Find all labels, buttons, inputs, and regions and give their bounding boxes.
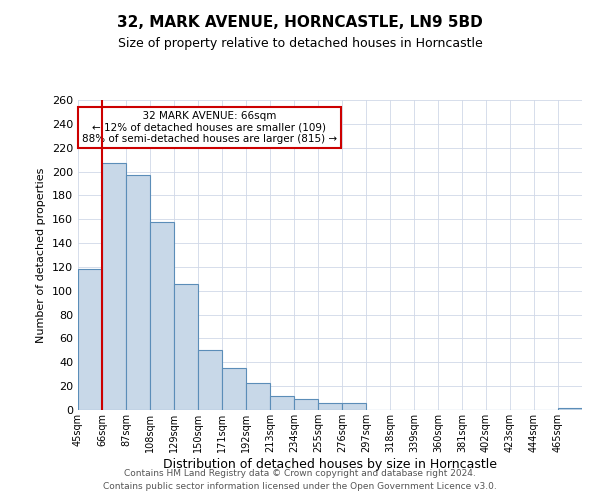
X-axis label: Distribution of detached houses by size in Horncastle: Distribution of detached houses by size … (163, 458, 497, 471)
Bar (126, 175, 150, 410)
Bar (318, 403, 342, 410)
Text: 32 MARK AVENUE: 66sqm  
← 12% of detached houses are smaller (109)
88% of semi-d: 32 MARK AVENUE: 66sqm ← 12% of detached … (82, 111, 337, 144)
Y-axis label: Number of detached properties: Number of detached properties (37, 168, 46, 342)
Bar (198, 350, 222, 410)
Text: Contains public sector information licensed under the Open Government Licence v3: Contains public sector information licen… (103, 482, 497, 491)
Text: 32, MARK AVENUE, HORNCASTLE, LN9 5BD: 32, MARK AVENUE, HORNCASTLE, LN9 5BD (117, 15, 483, 30)
Bar (270, 396, 294, 410)
Bar (102, 163, 126, 410)
Bar (558, 408, 582, 410)
Bar (174, 284, 198, 410)
Bar (78, 270, 102, 410)
Text: Size of property relative to detached houses in Horncastle: Size of property relative to detached ho… (118, 38, 482, 51)
Bar (150, 222, 174, 410)
Bar (222, 368, 246, 410)
Bar (294, 400, 318, 410)
Bar (246, 382, 270, 410)
Text: Contains HM Land Registry data © Crown copyright and database right 2024.: Contains HM Land Registry data © Crown c… (124, 468, 476, 477)
Bar (342, 403, 366, 410)
